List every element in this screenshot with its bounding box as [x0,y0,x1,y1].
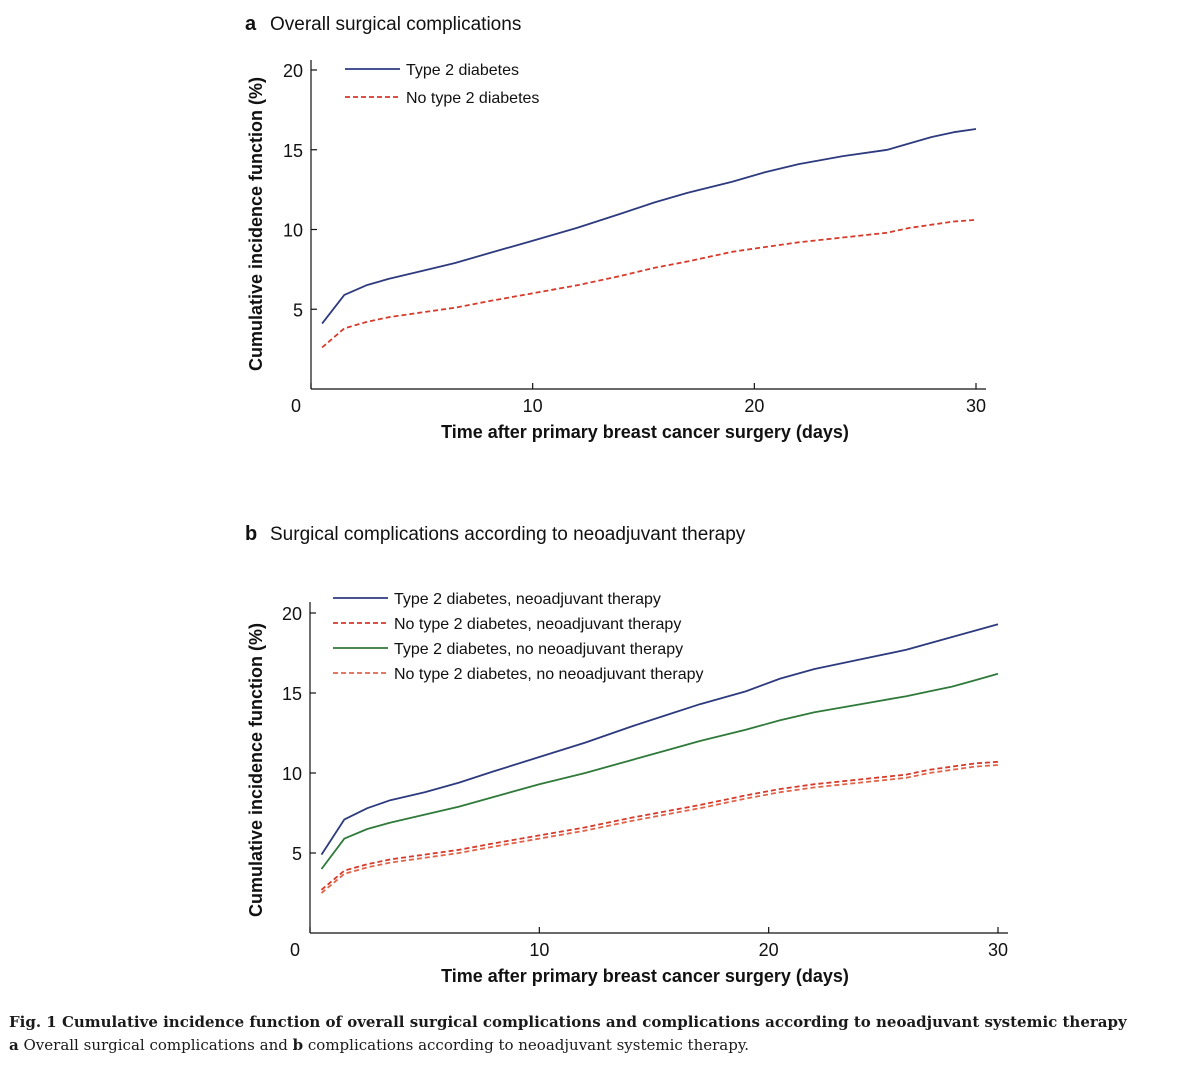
panel-a-x-axis-title: Time after primary breast cancer surgery… [441,422,849,442]
x-tick-label: 20 [744,396,764,416]
caption-description: a Overall surgical complications and b c… [9,1033,1189,1057]
panel-a-ticks: 0 10 20 30 5 10 15 20 [283,61,986,416]
y-tick-label: 20 [283,61,303,81]
series-line [320,760,999,891]
y-tick-label: 5 [292,844,302,864]
caption-text-b: complications according to neoadjuvant s… [303,1036,750,1054]
caption-letter-a: a [9,1036,19,1054]
legend-entry-label: No type 2 diabetes, no neoadjuvant thera… [394,666,704,683]
series-line [321,219,977,349]
x-tick-label: 10 [523,396,543,416]
y-tick-label: 10 [282,764,302,784]
panel-b-title: Surgical complications according to neoa… [270,524,746,545]
panel-a-legend: Type 2 diabetes No type 2 diabetes [345,62,539,107]
figure-caption: Fig. 1 Cumulative incidence function of … [9,1011,1189,1057]
panel-b-series-layer [320,623,999,894]
legend-entry-label: No type 2 diabetes, neoadjuvant therapy [394,616,681,633]
panel-b-x-axis-title: Time after primary breast cancer surgery… [441,966,849,986]
figure: a Overall surgical complications 0 10 20 30… [245,13,1008,986]
x-tick-label: 30 [966,396,986,416]
panel-b-letter: b [245,523,257,545]
panel-a-y-axis-title: Cumulative incidence function (%) [246,77,266,371]
x-tick-label: 30 [988,940,1008,960]
caption-letter-b: b [292,1036,304,1054]
y-tick-label: 15 [282,684,302,704]
caption-title: Fig. 1 Cumulative incidence function of … [9,1013,1127,1031]
legend-entry-label: Type 2 diabetes [406,62,519,79]
y-tick-label: 15 [283,141,303,161]
x-tick-label: 10 [529,940,549,960]
x-tick-label: 0 [290,940,300,960]
caption-text-a: Overall surgical complications and [18,1036,293,1054]
x-tick-label: 20 [759,940,779,960]
series-line [320,764,999,894]
panel-b-legend: Type 2 diabetes, neoadjuvant therapy No t… [333,591,704,683]
panel-b-y-axis-title: Cumulative incidence function (%) [246,623,266,917]
legend-entry-label: Type 2 diabetes, neoadjuvant therapy [394,591,661,608]
panel-a-series-layer [321,128,977,349]
legend-entry-label: Type 2 diabetes, no neoadjuvant therapy [394,641,683,658]
y-tick-label: 20 [282,604,302,624]
series-line [320,672,999,870]
panel-a-letter: a [245,13,257,35]
x-tick-label: 0 [291,396,301,416]
panel-a-chart: a Overall surgical complications 0 10 20 30… [245,13,986,442]
series-line [320,623,999,856]
panel-b-ticks: 0 10 20 30 5 10 15 20 [282,604,1008,960]
legend-entry-label: No type 2 diabetes [406,90,539,107]
panel-b-chart: b Surgical complications according to ne… [245,523,1008,986]
y-tick-label: 5 [293,300,303,320]
y-tick-label: 10 [283,221,303,241]
panel-a-title: Overall surgical complications [270,14,521,35]
series-line [321,128,977,325]
